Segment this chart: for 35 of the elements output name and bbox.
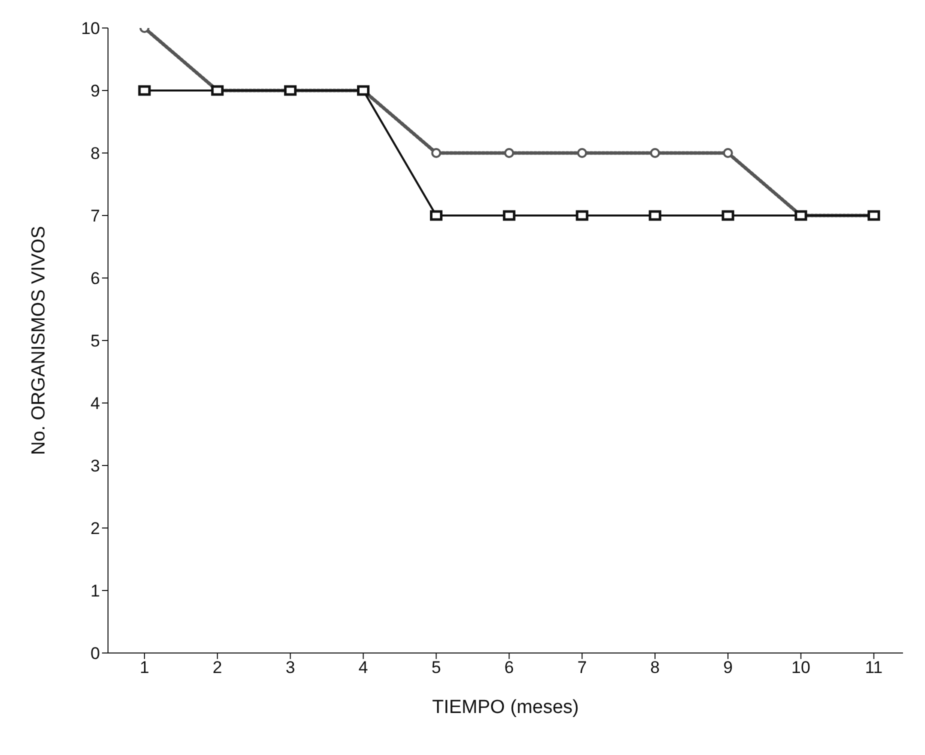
y-tick-label: 7 (90, 206, 100, 226)
point (577, 148, 588, 158)
point (504, 148, 514, 158)
x-tick-label: 6 (504, 658, 514, 678)
y-axis-title: No. ORGANISMOS VIVOS (28, 226, 50, 456)
y-tick-label: 9 (90, 82, 100, 101)
x-tick-label: 5 (431, 658, 441, 678)
y-tick-label: 2 (90, 519, 100, 538)
point (650, 148, 660, 158)
point (431, 148, 442, 158)
x-tick-label: 4 (358, 658, 368, 678)
x-axis-title: TIEMPO (meses) (432, 697, 579, 718)
x-tick-label: 10 (791, 658, 810, 678)
y-tick-label: 5 (90, 332, 100, 351)
x-tick-label: 3 (286, 658, 296, 678)
y-tick-label: 1 (90, 582, 100, 601)
x-tick-label: 2 (212, 658, 222, 678)
y-tick-label: 10 (81, 19, 100, 38)
point (722, 148, 733, 158)
x-tick-label: 11 (865, 658, 883, 678)
y-tick-label: 0 (90, 644, 100, 664)
point (430, 210, 442, 221)
x-tick-label: 1 (140, 658, 150, 678)
point (502, 210, 516, 221)
point (138, 85, 151, 96)
y-tick-label: 4 (90, 394, 100, 414)
point (722, 210, 734, 221)
point (648, 210, 662, 221)
x-tick-label: 7 (577, 658, 587, 678)
x-tick-label: 9 (723, 658, 733, 678)
y-tick-label: 3 (90, 456, 100, 476)
x-tick-label: 8 (650, 658, 660, 678)
y-tick-label: 6 (90, 269, 100, 288)
point (576, 210, 588, 221)
y-tick-label: 8 (90, 144, 100, 164)
